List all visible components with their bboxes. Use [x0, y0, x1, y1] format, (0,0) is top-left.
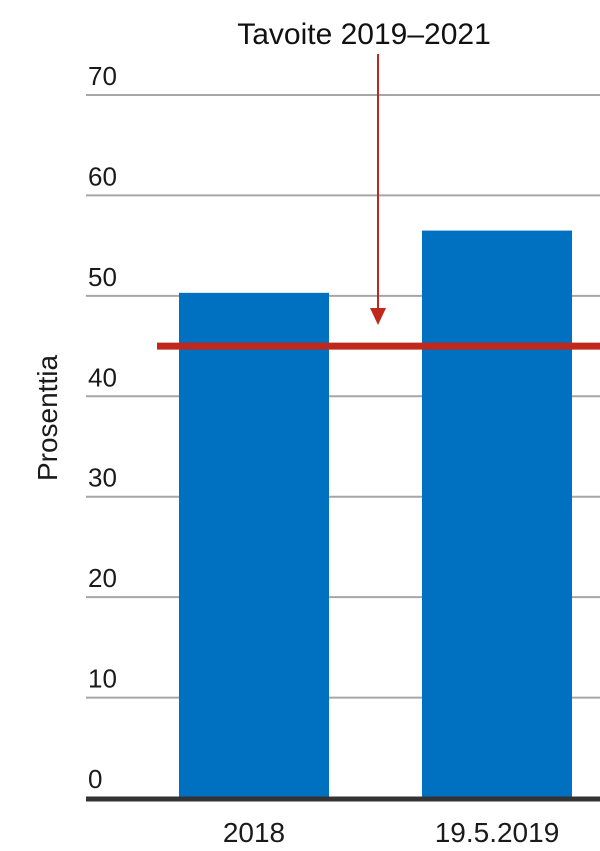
- y-tick-label: 0: [88, 764, 102, 794]
- y-tick-label: 40: [88, 362, 117, 392]
- y-tick-label: 30: [88, 463, 117, 493]
- y-tick-label: 60: [88, 161, 117, 191]
- y-tick-label: 50: [88, 262, 117, 292]
- x-category-label: 2018: [223, 817, 285, 848]
- bar-2018: [179, 292, 329, 798]
- x-category-label: 19.5.2019: [435, 817, 560, 848]
- target-annotation-label: Tavoite 2019–2021: [237, 18, 491, 51]
- y-tick-label: 70: [88, 61, 117, 91]
- target-arrow: [370, 54, 386, 325]
- y-axis-tick-labels: 0 10 20 30 40 50 60 70: [88, 61, 117, 794]
- bar-19.5.2019: [422, 230, 572, 799]
- x-axis-category-labels: 2018 19.5.2019: [223, 817, 559, 848]
- y-tick-label: 10: [88, 664, 117, 694]
- bars: [179, 230, 572, 799]
- y-tick-label: 20: [88, 563, 117, 593]
- target-arrow-head: [370, 308, 386, 325]
- gridlines: [86, 94, 600, 699]
- y-axis-title: Prosenttia: [32, 355, 63, 481]
